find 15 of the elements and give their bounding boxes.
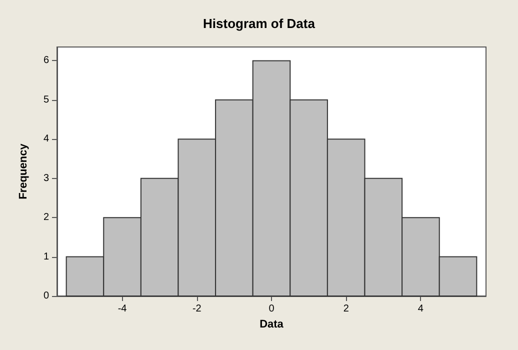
x-tick-label: 4 xyxy=(418,304,424,314)
x-tick-label: 2 xyxy=(343,304,350,314)
x-tick-label: 0 xyxy=(268,304,275,314)
y-tick-label: 5 xyxy=(43,94,50,106)
y-axis-title: Frequency xyxy=(18,142,30,200)
y-tick-label: 6 xyxy=(43,55,50,66)
x-tick-label: -2 xyxy=(192,304,202,314)
chart-title: Histogram of Data xyxy=(203,16,316,31)
y-tick-label: 3 xyxy=(43,172,50,184)
x-tick-label: -4 xyxy=(118,304,128,314)
x-axis-title: Data xyxy=(260,318,284,330)
y-tick-label: 4 xyxy=(43,134,50,145)
y-tick-label: 1 xyxy=(43,251,50,262)
y-tick-label: 2 xyxy=(43,212,50,224)
y-tick-label: 0 xyxy=(43,290,50,302)
